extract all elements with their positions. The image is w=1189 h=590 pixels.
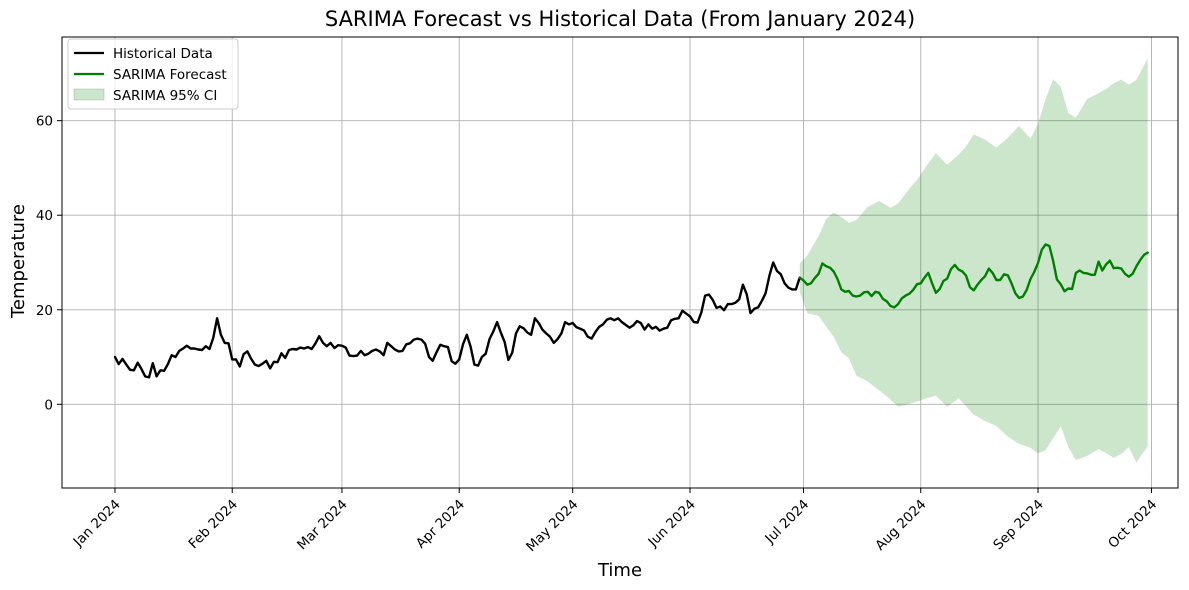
legend-ci-swatch — [73, 88, 105, 101]
legend-historical-label: Historical Data — [113, 46, 213, 62]
y-tick-label: 0 — [44, 397, 53, 413]
y-tick-label: 40 — [36, 208, 53, 224]
historical-data-line — [113, 261, 801, 379]
legend: Historical Data SARIMA Forecast SARIMA 9… — [67, 38, 239, 110]
y-tick-label: 20 — [36, 303, 53, 319]
series-lines-layer — [113, 243, 1149, 379]
chart-title: SARIMA Forecast vs Historical Data (From… — [325, 7, 915, 31]
y-tick-label: 60 — [36, 114, 53, 130]
sarima-forecast-line — [798, 243, 1149, 309]
y-axis-label: Temperature — [8, 204, 29, 319]
confidence-interval-layer — [799, 58, 1148, 463]
plot-area-frame — [61, 36, 1179, 489]
grid-lines — [62, 37, 1178, 488]
confidence-interval-band — [799, 58, 1148, 463]
legend-box — [67, 38, 239, 110]
legend-forecast-label: SARIMA Forecast — [113, 67, 227, 83]
legend-ci-label: SARIMA 95% CI — [113, 88, 217, 104]
x-axis-label: Time — [597, 560, 642, 581]
